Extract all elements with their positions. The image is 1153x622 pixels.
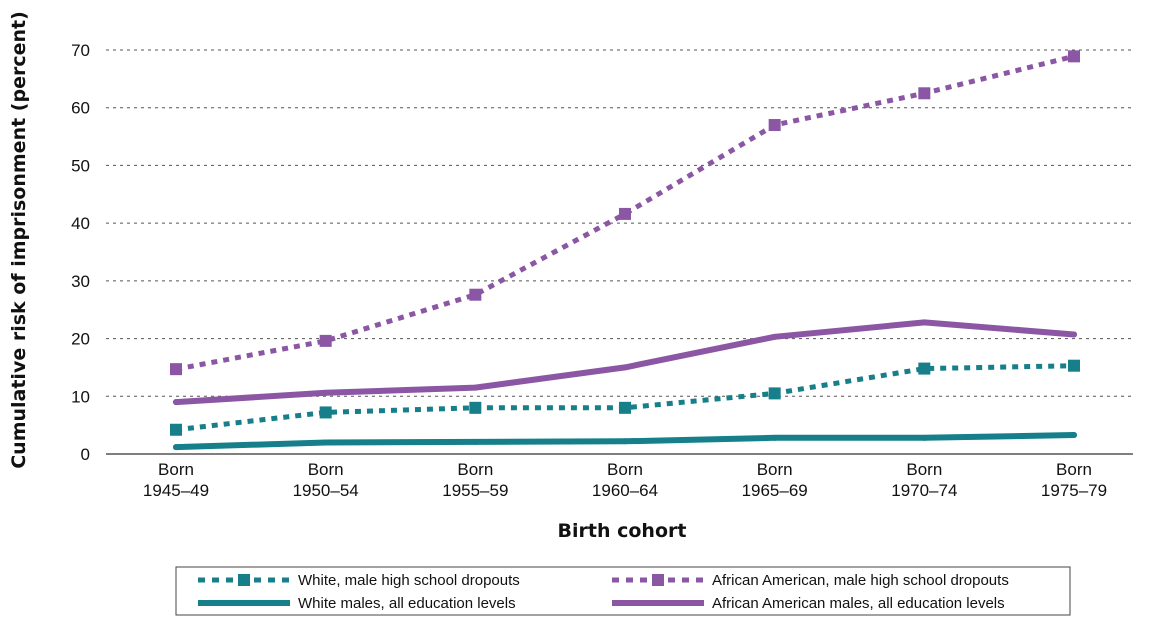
legend-box — [175, 566, 1071, 616]
data-point — [469, 401, 482, 414]
legend-label: African American, male high school dropo… — [712, 572, 1009, 589]
x-tick-label: Born — [757, 460, 793, 479]
x-tick-label: 1960–64 — [592, 481, 658, 500]
data-point — [173, 399, 179, 406]
data-point — [472, 384, 479, 391]
y-tick-label: 0 — [81, 445, 90, 464]
legend: White, male high school dropouts African … — [175, 566, 1071, 616]
data-point — [918, 87, 931, 100]
legend-marker — [652, 574, 664, 586]
y-axis-title: Cumulative risk of imprisonment (percent… — [8, 11, 30, 469]
data-point — [170, 363, 182, 376]
x-tick-labels: Born 1945–49 Born 1950–54 Born 1955–59 Born 196… — [143, 460, 1107, 500]
y-tick-label: 10 — [71, 387, 90, 406]
y-tick-labels: 0 10 20 30 40 50 60 70 — [71, 41, 90, 464]
x-tick-label: Born — [158, 460, 194, 479]
data-point — [1071, 431, 1077, 438]
data-point — [472, 438, 479, 445]
x-tick-label: 1955–59 — [442, 481, 508, 500]
x-tick-label: 1965–69 — [742, 481, 808, 500]
x-tick-label: 1945–49 — [143, 481, 209, 500]
data-point — [921, 319, 928, 326]
series-line — [173, 319, 1077, 406]
y-tick-label: 50 — [71, 156, 90, 175]
y-tick-label: 70 — [71, 41, 90, 60]
y-tick-label: 60 — [71, 99, 90, 118]
data-point — [1068, 359, 1080, 372]
x-tick-label: 1950–54 — [293, 481, 359, 500]
data-point — [768, 119, 781, 132]
legend-label: African American males, all education le… — [712, 595, 1005, 612]
x-tick-label: 1975–79 — [1041, 481, 1107, 500]
data-point — [319, 334, 332, 347]
data-point — [469, 288, 482, 301]
data-point — [322, 439, 329, 446]
x-tick-label: Born — [1056, 460, 1092, 479]
x-tick-label: Born — [607, 460, 643, 479]
x-tick-label: Born — [457, 460, 493, 479]
data-point — [170, 423, 182, 436]
data-point — [622, 438, 628, 445]
data-point — [619, 401, 631, 414]
data-point — [319, 406, 332, 419]
y-tick-label: 40 — [71, 214, 90, 233]
series-line — [175, 363, 1075, 433]
data-point — [921, 434, 928, 441]
data-point — [622, 364, 628, 371]
data-point — [619, 207, 631, 220]
legend-label: White males, all education levels — [298, 595, 516, 612]
data-point — [771, 434, 778, 441]
data-point — [322, 389, 329, 396]
data-point — [771, 333, 778, 340]
x-tick-label: Born — [308, 460, 344, 479]
data-point — [918, 362, 931, 375]
y-tick-label: 30 — [71, 272, 90, 291]
x-tick-label: Born — [906, 460, 942, 479]
x-axis-title: Birth cohort — [558, 520, 687, 542]
data-point — [1068, 50, 1080, 63]
x-tick-label: 1970–74 — [891, 481, 957, 500]
legend-marker — [238, 574, 250, 586]
legend-label: White, male high school dropouts — [298, 572, 520, 589]
gridlines — [106, 49, 1133, 455]
y-tick-label: 20 — [71, 330, 90, 349]
data-point — [768, 387, 781, 400]
series-lines — [170, 50, 1080, 451]
data-point — [173, 444, 179, 451]
data-point — [1071, 331, 1077, 338]
